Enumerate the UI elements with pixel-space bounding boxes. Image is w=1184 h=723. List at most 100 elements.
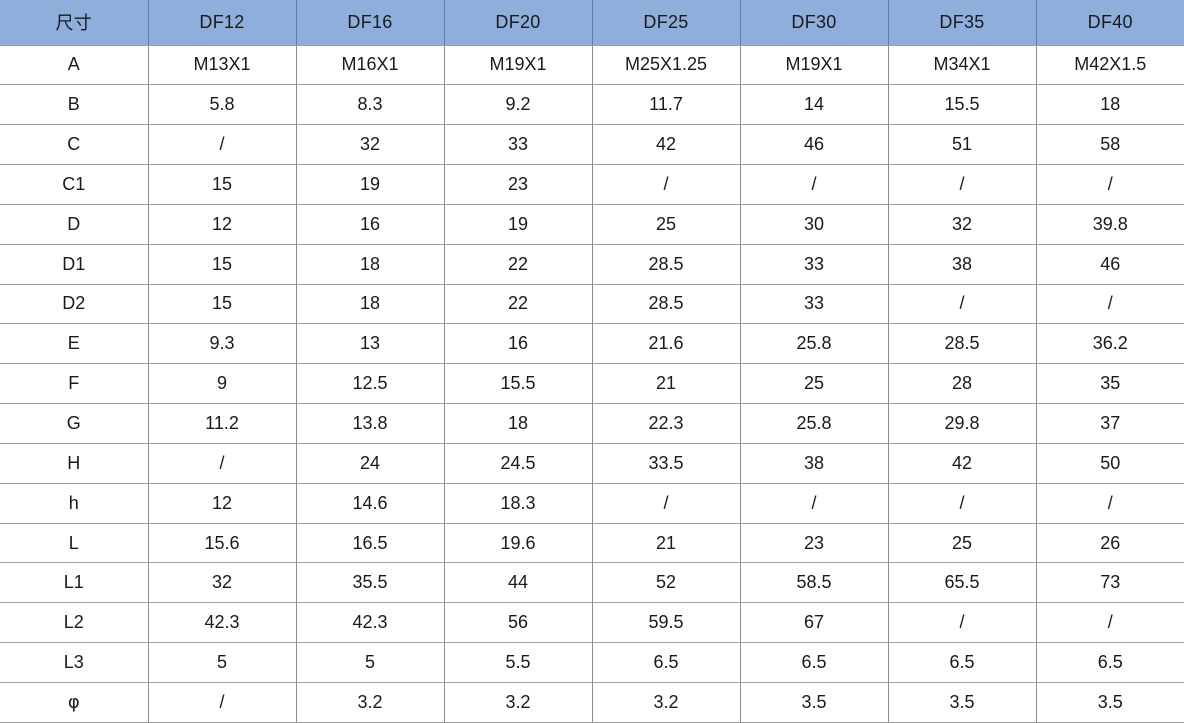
cell-h-df30: / [740,483,889,524]
cell-e-df25: 21.6 [592,323,741,365]
column-header-df16[interactable]: DF16 [296,0,445,46]
cell-b-df40: 18 [1036,84,1184,126]
cell-d2-df25: 28.5 [592,284,741,325]
cell-l-df12: 15.6 [148,523,297,564]
cell-l-df25: 21 [592,523,741,564]
cell-c1-df12: 15 [148,164,297,205]
row-label-phi: φ [0,682,149,723]
cell-h-df35: / [888,483,1037,524]
cell-a-df30: M19X1 [740,45,889,86]
cell-l1-df25: 52 [592,562,741,604]
cell-l-df30: 23 [740,523,889,564]
cell-l3-df25: 6.5 [592,642,741,683]
cell-h-df16: 24 [296,443,445,484]
cell-h-df20: 18.3 [444,483,593,524]
table-row: L3 5 5 5.5 6.5 6.5 6.5 6.5 [0,642,1184,683]
table-row: L1 32 35.5 44 52 58.5 65.5 73 [0,562,1184,604]
cell-d-df20: 19 [444,204,593,245]
cell-l3-df16: 5 [296,642,445,683]
row-label-b: B [0,84,149,126]
cell-l2-df35: / [888,602,1037,644]
cell-d2-df35: / [888,284,1037,325]
cell-h-df25: / [592,483,741,524]
cell-c1-df25: / [592,164,741,205]
cell-f-df16: 12.5 [296,363,445,405]
table-row: φ/3.2 3.2 3.2 3.5 3.5 3.5 [0,682,1184,723]
column-header-df20[interactable]: DF20 [444,0,593,46]
cell-l2-df12: 42.3 [148,602,297,644]
cell-e-df20: 16 [444,323,593,365]
cell-l2-df30: 67 [740,602,889,644]
table-body: A M13X1 M16X1 M19X1 M25X1.25 M19X1 M34X1 M42X1.… [0,45,1184,723]
cell-d2-df30: 33 [740,284,889,325]
cell-c-df20: 33 [444,124,593,166]
cell-d1-df12: 15 [148,244,297,285]
cell-c1-df30: / [740,164,889,205]
cell-d-df12: 12 [148,204,297,245]
table-row: L2 42.3 42.3 56 59.5 67// [0,602,1184,644]
cell-d2-df20: 22 [444,284,593,325]
cell-g-df16: 13.8 [296,403,445,444]
cell-e-df40: 36.2 [1036,323,1184,365]
cell-h-df40: 50 [1036,443,1184,484]
cell-f-df20: 15.5 [444,363,593,405]
cell-f-df40: 35 [1036,363,1184,405]
cell-g-df12: 11.2 [148,403,297,444]
cell-d2-df16: 18 [296,284,445,325]
column-header-df30[interactable]: DF30 [740,0,889,46]
cell-g-df40: 37 [1036,403,1184,444]
cell-d2-df40: / [1036,284,1184,325]
cell-h-df40: / [1036,483,1184,524]
cell-l1-df20: 44 [444,562,593,604]
cell-l2-df40: / [1036,602,1184,644]
cell-h-df12: 12 [148,483,297,524]
cell-a-df25: M25X1.25 [592,45,741,86]
cell-c-df25: 42 [592,124,741,166]
cell-l1-df12: 32 [148,562,297,604]
cell-l1-df30: 58.5 [740,562,889,604]
cell-l1-df35: 65.5 [888,562,1037,604]
cell-a-df12: M13X1 [148,45,297,86]
table-row: C/32 33 42 46 51 58 [0,124,1184,166]
cell-phi-df16: 3.2 [296,682,445,723]
cell-l1-df40: 73 [1036,562,1184,604]
row-label-g: G [0,403,149,444]
cell-l-df20: 19.6 [444,523,593,564]
cell-d-df30: 30 [740,204,889,245]
cell-f-df35: 28 [888,363,1037,405]
cell-g-df30: 25.8 [740,403,889,444]
cell-h-df12: / [148,443,297,484]
cell-h-df35: 42 [888,443,1037,484]
row-label-d1: D1 [0,244,149,285]
cell-l-df40: 26 [1036,523,1184,564]
cell-e-df30: 25.8 [740,323,889,365]
cell-d1-df30: 33 [740,244,889,285]
cell-b-df25: 11.7 [592,84,741,126]
row-label-c: C [0,124,149,166]
cell-d-df25: 25 [592,204,741,245]
cell-c-df12: / [148,124,297,166]
row-label-d2: D2 [0,284,149,325]
column-header-df35[interactable]: DF35 [888,0,1037,46]
column-header-df12[interactable]: DF12 [148,0,297,46]
cell-c1-df16: 19 [296,164,445,205]
cell-a-df20: M19X1 [444,45,593,86]
cell-c1-df40: / [1036,164,1184,205]
cell-e-df16: 13 [296,323,445,365]
cell-h-df16: 14.6 [296,483,445,524]
column-header-dimension[interactable]: 尺寸 [0,0,149,46]
column-header-df25[interactable]: DF25 [592,0,741,46]
row-label-f: F [0,363,149,405]
cell-d-df35: 32 [888,204,1037,245]
table-row: G 11.2 13.8 18 22.3 25.8 29.8 37 [0,403,1184,444]
row-label-h: H [0,443,149,484]
cell-phi-df25: 3.2 [592,682,741,723]
cell-phi-df30: 3.5 [740,682,889,723]
cell-h-df20: 24.5 [444,443,593,484]
column-header-df40[interactable]: DF40 [1036,0,1184,46]
cell-c-df30: 46 [740,124,889,166]
table-row: E 9.3 13 16 21.6 25.8 28.5 36.2 [0,323,1184,365]
row-label-h: h [0,483,149,524]
table-row: F 9 12.5 15.5 21 25 28 35 [0,363,1184,405]
cell-g-df20: 18 [444,403,593,444]
